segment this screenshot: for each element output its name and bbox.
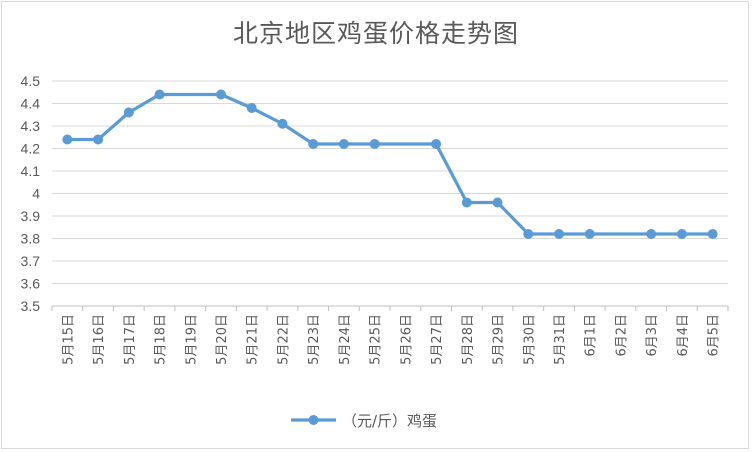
data-point xyxy=(338,139,349,149)
data-point xyxy=(461,197,472,208)
y-tick-label: 3.7 xyxy=(21,253,41,269)
x-tick-label: 5月18日 xyxy=(154,314,169,365)
x-tick-label: 5月22日 xyxy=(276,314,291,365)
data-point xyxy=(369,139,380,149)
x-tick-label: 5月19日 xyxy=(184,314,199,365)
data-point xyxy=(93,134,104,145)
x-tick-label: 5月25日 xyxy=(369,314,384,365)
y-tick-label: 3.9 xyxy=(21,208,41,224)
series-line xyxy=(65,92,715,236)
y-tick-label: 3.8 xyxy=(21,231,41,247)
data-point xyxy=(216,89,226,100)
y-tick-label: 4 xyxy=(32,186,40,202)
y-tick-label: 3.6 xyxy=(21,276,41,292)
data-point xyxy=(62,134,73,145)
x-tick-label: 6月3日 xyxy=(645,314,660,357)
x-axis-ticks: 5月15日 5月16日 5月17日 5月18日 5月19日 5月20日 5月21日 5月22日… xyxy=(51,306,729,365)
x-tick-label: 5月17日 xyxy=(123,314,138,365)
y-tick-label: 4.3 xyxy=(21,118,41,134)
chart-title: 北京地区鸡蛋价格走势图 xyxy=(232,19,519,48)
series-layer xyxy=(62,89,718,239)
data-point xyxy=(554,229,564,239)
y-tick-label: 4.5 xyxy=(21,73,41,89)
x-tick-label: 5月29日 xyxy=(492,314,507,365)
legend-marker xyxy=(308,415,319,425)
y-tick-label: 4.1 xyxy=(21,163,41,179)
data-point xyxy=(123,107,134,118)
data-point xyxy=(707,229,718,239)
x-tick-label: 5月16日 xyxy=(92,314,107,365)
x-tick-label: 6月5日 xyxy=(707,314,722,357)
x-tick-label: 5月21日 xyxy=(246,314,261,365)
x-tick-label: 5月31日 xyxy=(553,314,568,365)
data-point xyxy=(308,139,319,149)
x-tick-label: 5月24日 xyxy=(338,314,353,365)
x-tick-label: 6月1日 xyxy=(584,314,599,357)
x-tick-label: 5月28日 xyxy=(461,314,476,365)
data-point xyxy=(246,103,257,113)
data-point xyxy=(676,229,687,239)
gridlines xyxy=(52,80,728,307)
x-tick-label: 5月20日 xyxy=(215,314,230,365)
y-tick-label: 4.4 xyxy=(21,96,41,112)
x-tick-label: 6月4日 xyxy=(676,314,691,357)
legend: （元/斤）鸡蛋 xyxy=(291,412,437,430)
legend-label: （元/斤）鸡蛋 xyxy=(342,412,437,430)
x-tick-label: 5月26日 xyxy=(399,314,414,365)
data-point xyxy=(154,89,165,100)
data-point xyxy=(584,229,595,239)
y-axis-ticks: 4.5 4.4 4.3 4.2 4.1 4 3.9 3.8 3.7 3.6 3.5 xyxy=(21,73,41,314)
x-tick-label: 5月15日 xyxy=(61,314,76,365)
x-tick-label: 5月30日 xyxy=(522,314,537,365)
data-point xyxy=(277,118,288,129)
data-point xyxy=(431,139,442,149)
data-point xyxy=(492,197,503,208)
data-point xyxy=(523,229,534,239)
y-tick-label: 4.2 xyxy=(21,141,41,157)
x-tick-label: 6月2日 xyxy=(614,314,629,357)
data-point xyxy=(646,229,657,239)
x-tick-label: 5月27日 xyxy=(430,314,445,365)
x-tick-label: 5月23日 xyxy=(307,314,322,365)
y-tick-label: 3.5 xyxy=(21,298,41,314)
